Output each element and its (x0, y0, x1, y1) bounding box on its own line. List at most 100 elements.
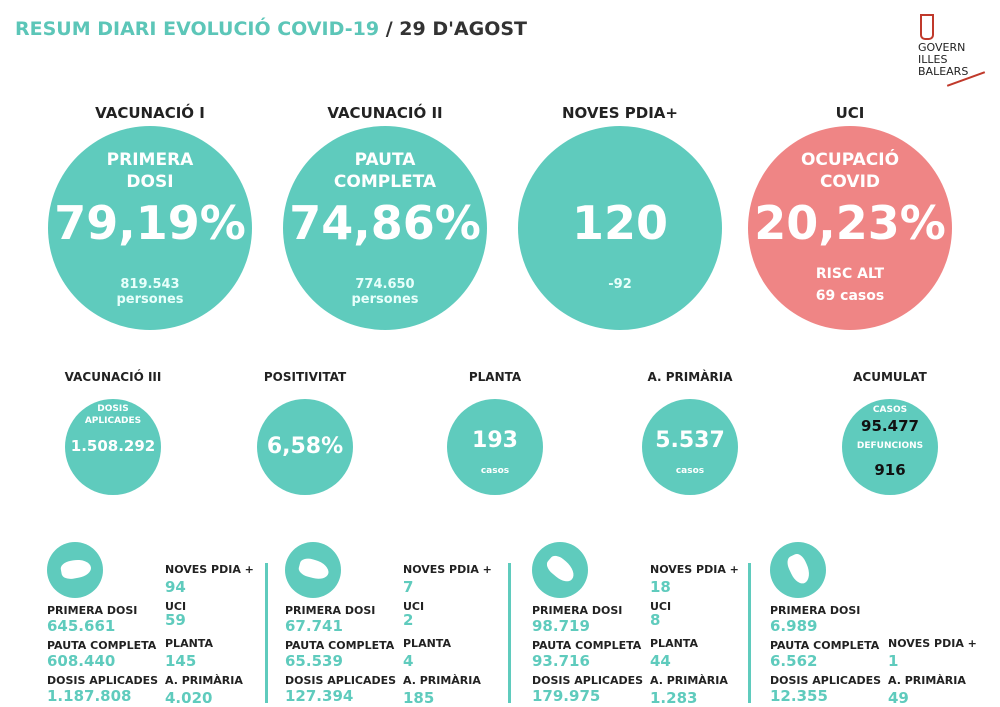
divider (748, 563, 751, 703)
logo-line: ILLES (918, 53, 948, 66)
stat-value: 179.975 (532, 687, 601, 705)
circle-value: 916 (874, 461, 906, 479)
stat-value: 127.394 (285, 687, 354, 705)
heading: POSITIVITAT (263, 370, 347, 384)
circle-value: 20,23% (754, 196, 946, 250)
stat-value: 93.716 (532, 652, 590, 670)
logo-shield (920, 14, 934, 40)
circle-sub: 774.650 (355, 277, 415, 292)
stat-label: PRIMERA DOSI (770, 604, 861, 617)
big-circle (48, 126, 252, 330)
stat-label: NOVES PDIA + (888, 637, 977, 650)
big-circle (748, 126, 952, 330)
circle-label: PRIMERA (106, 150, 194, 170)
stat-value: 4 (403, 652, 414, 670)
circle-value: 5.537 (655, 428, 725, 453)
island-shape (543, 552, 579, 586)
logo-line: BALEARS (918, 65, 969, 78)
stat-label: PLANTA (165, 637, 213, 650)
circle-sub: RISC ALT (815, 266, 885, 282)
stat-value: 2 (403, 611, 414, 629)
stat-value: 7 (403, 578, 414, 596)
circle-sub: casos (480, 466, 510, 476)
stat-label: NOVES PDIA + (403, 563, 492, 576)
circle-value: 79,19% (54, 196, 246, 250)
small-circle (447, 399, 543, 495)
big-circle (518, 126, 722, 330)
stat-label: PAUTA COMPLETA (770, 639, 880, 652)
stat-label: PAUTA COMPLETA (285, 639, 395, 652)
stat-value: 4.020 (165, 689, 213, 707)
heading: ACUMULAT (853, 370, 927, 384)
title: RESUM DIARI EVOLUCIÓ COVID-19 / 29 D'AGO… (15, 18, 527, 40)
stat-value: 6.989 (770, 617, 818, 635)
circle-value: 193 (472, 428, 518, 453)
stat-label: NOVES PDIA + (165, 563, 254, 576)
stat-label: UCI (650, 600, 672, 613)
island-shape (59, 557, 93, 581)
small-circle (257, 399, 353, 495)
heading: NOVES PDIA+ (562, 104, 678, 122)
stat-label: PAUTA COMPLETA (532, 639, 642, 652)
stat-label: DOSIS APLICADES (47, 674, 159, 687)
stat-value: 49 (888, 689, 909, 707)
stat-label: A. PRIMÀRIA (403, 674, 481, 687)
heading: A. PRIMÀRIA (647, 370, 733, 384)
heading: VACUNACIÓ III (64, 370, 162, 384)
stat-label: UCI (403, 600, 425, 613)
stat-value: 1.283 (650, 689, 698, 707)
circle-sub: -92 (608, 277, 632, 292)
circle-value: 120 (571, 196, 669, 250)
island-icon (285, 542, 341, 598)
stat-value: 6.562 (770, 652, 818, 670)
stat-label: UCI (165, 600, 187, 613)
stat-label: PAUTA COMPLETA (47, 639, 157, 652)
stat-label: A. PRIMÀRIA (165, 674, 243, 687)
circle-sub: 819.543 (120, 277, 180, 292)
stat-label: A. PRIMÀRIA (650, 674, 728, 687)
small-circle (842, 399, 938, 495)
date: 29 D'AGOST (399, 18, 528, 40)
stat-value: 1.187.808 (47, 687, 132, 705)
stat-value: 18 (650, 578, 671, 596)
stat-value: 12.355 (770, 687, 828, 705)
circle-label: DEFUNCIONS (856, 441, 924, 451)
circle-sub: persones (351, 292, 419, 307)
circle-label: PAUTA (354, 150, 416, 170)
stat-value: 608.440 (47, 652, 116, 670)
stat-label: NOVES PDIA + (650, 563, 739, 576)
circle-value: 6,58% (266, 434, 344, 459)
circle-label: COVID (819, 172, 881, 192)
stat-label: PLANTA (403, 637, 451, 650)
stat-label: DOSIS APLICADES (285, 674, 397, 687)
island-icon (770, 542, 826, 598)
circle-label: DOSIS (97, 404, 129, 414)
circle-label: OCUPACIÓ (800, 150, 900, 170)
stat-value: 8 (650, 611, 661, 629)
heading: UCI (835, 104, 865, 122)
big-circle (283, 126, 487, 330)
circle-label: APLICADES (84, 416, 142, 426)
circle-label: CASOS (872, 405, 908, 415)
circle-value: 1.508.292 (70, 437, 156, 455)
stat-label: PLANTA (650, 637, 698, 650)
stat-label: PRIMERA DOSI (47, 604, 138, 617)
island-shape (784, 551, 814, 587)
small-circle (65, 399, 161, 495)
divider (508, 563, 511, 703)
heading: VACUNACIÓ II (327, 104, 443, 122)
circle-label: COMPLETA (333, 172, 437, 192)
stat-value: 645.661 (47, 617, 116, 635)
island-icon (47, 542, 103, 598)
divider (265, 563, 268, 703)
circle-value: 74,86% (289, 196, 481, 250)
stat-value: 1 (888, 652, 899, 670)
stat-value: 98.719 (532, 617, 590, 635)
heading: PLANTA (468, 370, 522, 384)
stat-value: 67.741 (285, 617, 343, 635)
stat-label: PRIMERA DOSI (532, 604, 623, 617)
logo-text: GOVERN ILLES BALEARS (918, 42, 968, 78)
stat-value: 59 (165, 611, 186, 629)
stat-label: DOSIS APLICADES (532, 674, 644, 687)
